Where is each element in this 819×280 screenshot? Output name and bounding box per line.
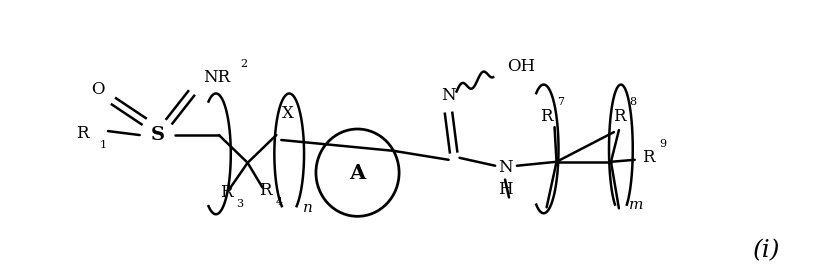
Text: R: R xyxy=(259,182,272,199)
Text: X: X xyxy=(283,105,294,122)
Text: R: R xyxy=(613,108,625,125)
Text: R: R xyxy=(642,149,655,166)
Text: 4: 4 xyxy=(276,197,283,207)
Text: H: H xyxy=(498,181,513,198)
Text: m: m xyxy=(628,198,643,212)
Text: R: R xyxy=(541,108,553,125)
Text: A: A xyxy=(350,163,365,183)
Text: R: R xyxy=(75,125,88,142)
Text: OH: OH xyxy=(507,58,535,75)
Text: n: n xyxy=(303,201,313,215)
Text: R: R xyxy=(219,184,232,201)
Text: O: O xyxy=(92,81,105,98)
Text: 2: 2 xyxy=(241,59,248,69)
Text: N: N xyxy=(498,159,513,176)
Text: 7: 7 xyxy=(557,97,564,107)
Text: 3: 3 xyxy=(236,199,243,209)
Text: 8: 8 xyxy=(629,97,636,107)
Text: N: N xyxy=(441,87,456,104)
Text: S: S xyxy=(151,126,165,144)
Text: (i): (i) xyxy=(753,239,781,262)
Text: 9: 9 xyxy=(659,139,666,149)
Text: 1: 1 xyxy=(100,140,107,150)
Text: NR: NR xyxy=(203,69,230,86)
